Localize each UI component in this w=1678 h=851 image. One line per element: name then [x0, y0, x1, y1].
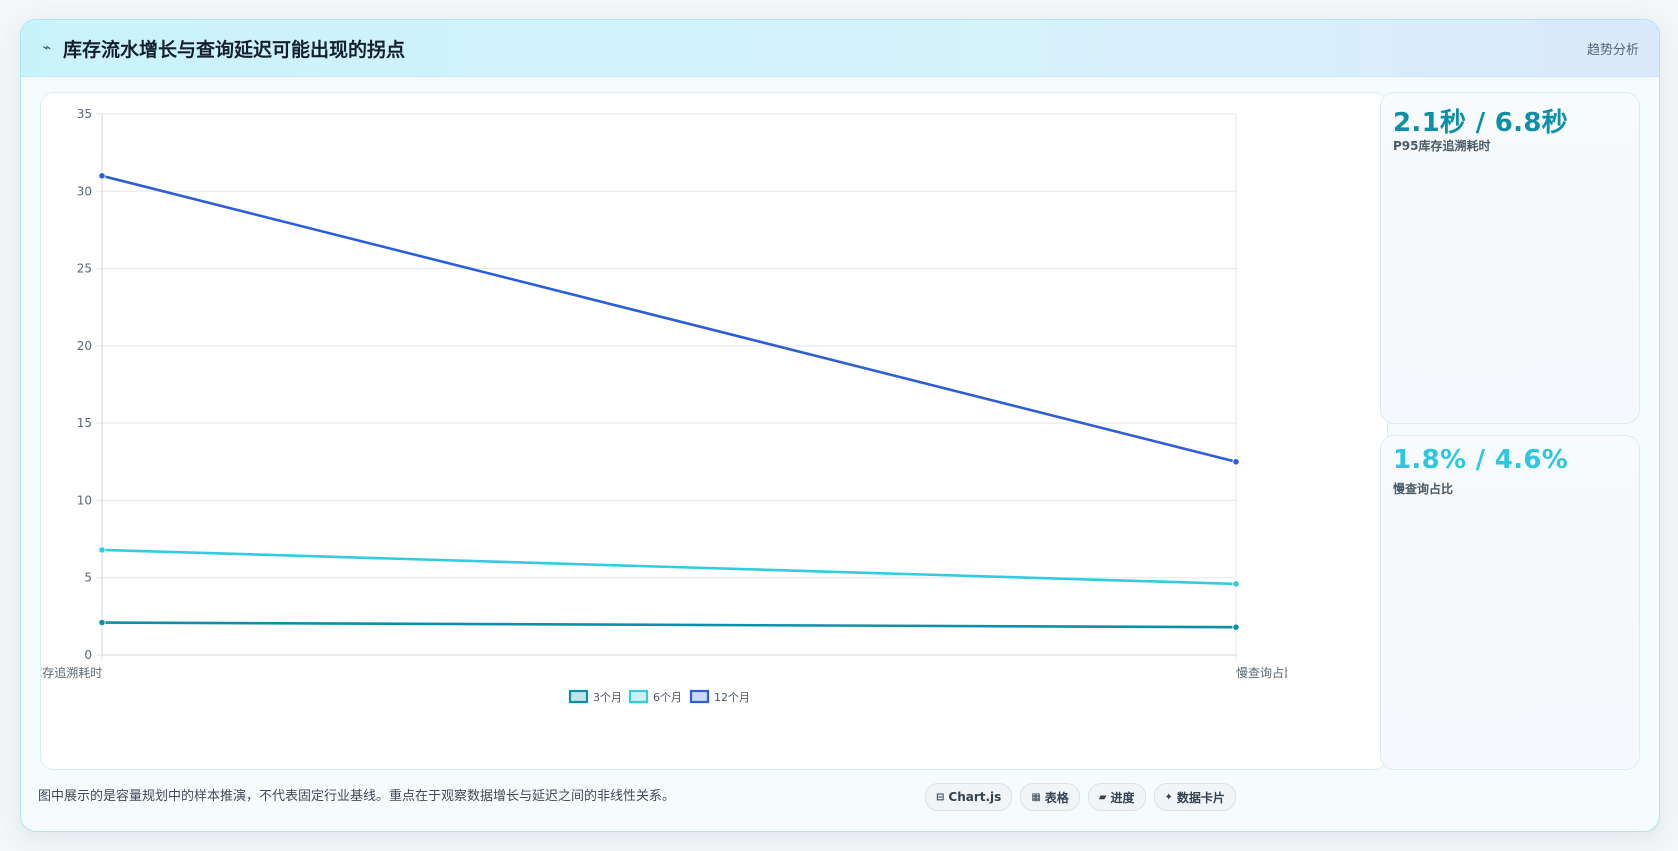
data-point — [1232, 580, 1240, 588]
series-line — [101, 548, 1237, 586]
y-tick-label: 0 — [84, 648, 92, 662]
progress-icon: ▰ — [1098, 791, 1107, 803]
stat-card-slow-query: 1.8% / 4.6% 慢查询占比 — [1380, 435, 1640, 770]
legend-swatch — [568, 689, 589, 704]
y-tick-label: 5 — [84, 571, 92, 585]
x-tick-label: 慢查询占比 — [1236, 665, 1287, 680]
data-point — [98, 172, 106, 180]
trend-icon: ⌁ — [42, 40, 52, 56]
chip-label: Chart.js — [948, 790, 1002, 804]
chip-datacard[interactable]: ✦ 数据卡片 — [1153, 783, 1236, 811]
stat-label: 慢查询占比 — [1393, 482, 1454, 496]
y-tick-label: 10 — [77, 493, 92, 507]
tech-chips: ⊟ Chart.js ▦ 表格 ▰ 进度 ✦ 数据卡片 — [925, 783, 1236, 811]
card-title: 库存流水增长与查询延迟可能出现的拐点 — [63, 38, 406, 61]
x-tick-label: P95库存追溯耗时 — [41, 665, 102, 680]
y-tick-label: 15 — [77, 416, 92, 430]
y-tick-label: 30 — [77, 184, 92, 198]
header-tag: 趋势分析 — [1586, 42, 1639, 58]
data-point — [98, 546, 106, 554]
chip-label: 进度 — [1110, 790, 1135, 805]
legend-swatch — [689, 689, 710, 704]
stat-label: P95库存追溯耗时 — [1393, 139, 1491, 153]
chip-progress[interactable]: ▰ 进度 — [1087, 783, 1146, 811]
stat-card-p95: 2.1秒 / 6.8秒 P95库存追溯耗时 — [1380, 92, 1640, 424]
legend-label: 3个月 — [593, 691, 622, 704]
chip-label: 表格 — [1044, 790, 1069, 805]
data-point — [1232, 458, 1240, 466]
card-header: ⌁ 库存流水增长与查询延迟可能出现的拐点 趋势分析 — [21, 20, 1659, 77]
legend-swatch — [628, 689, 649, 704]
chip-chartjs[interactable]: ⊟ Chart.js — [925, 783, 1013, 811]
stat-value: 2.1秒 / 6.8秒 — [1393, 108, 1569, 138]
chip-label: 数据卡片 — [1176, 790, 1225, 805]
main-card: ⌁ 库存流水增长与查询延迟可能出现的拐点 趋势分析 0 5 10 15 20 25 30 35… — [20, 19, 1660, 832]
stat-value: 1.8% / 4.6% — [1393, 445, 1569, 475]
legend-label: 6个月 — [653, 691, 682, 704]
line-chart: 0 5 10 15 20 25 30 35 P95库存追溯耗时 慢查询占比 3个月 6个月 12个月 — [41, 107, 1287, 704]
chip-table[interactable]: ▦ 表格 — [1020, 783, 1080, 811]
series-line — [101, 621, 1237, 629]
y-tick-label: 20 — [77, 339, 92, 353]
sparkle-icon: ✦ — [1164, 791, 1173, 803]
data-point — [1232, 623, 1240, 631]
chart-icon: ⊟ — [936, 791, 945, 803]
footer-note: 图中展示的是容量规划中的样本推演，不代表固定行业基线。重点在于观察数据增长与延迟… — [38, 789, 676, 804]
series-line — [101, 174, 1237, 464]
legend-label: 12个月 — [714, 691, 750, 704]
chart-panel: 0 5 10 15 20 25 30 35 P95库存追溯耗时 慢查询占比 3个月 6个月 12个月 — [40, 92, 1388, 770]
table-icon: ▦ — [1031, 791, 1041, 803]
y-tick-label: 25 — [77, 262, 92, 276]
data-point — [98, 618, 106, 627]
y-tick-label: 35 — [77, 107, 92, 121]
